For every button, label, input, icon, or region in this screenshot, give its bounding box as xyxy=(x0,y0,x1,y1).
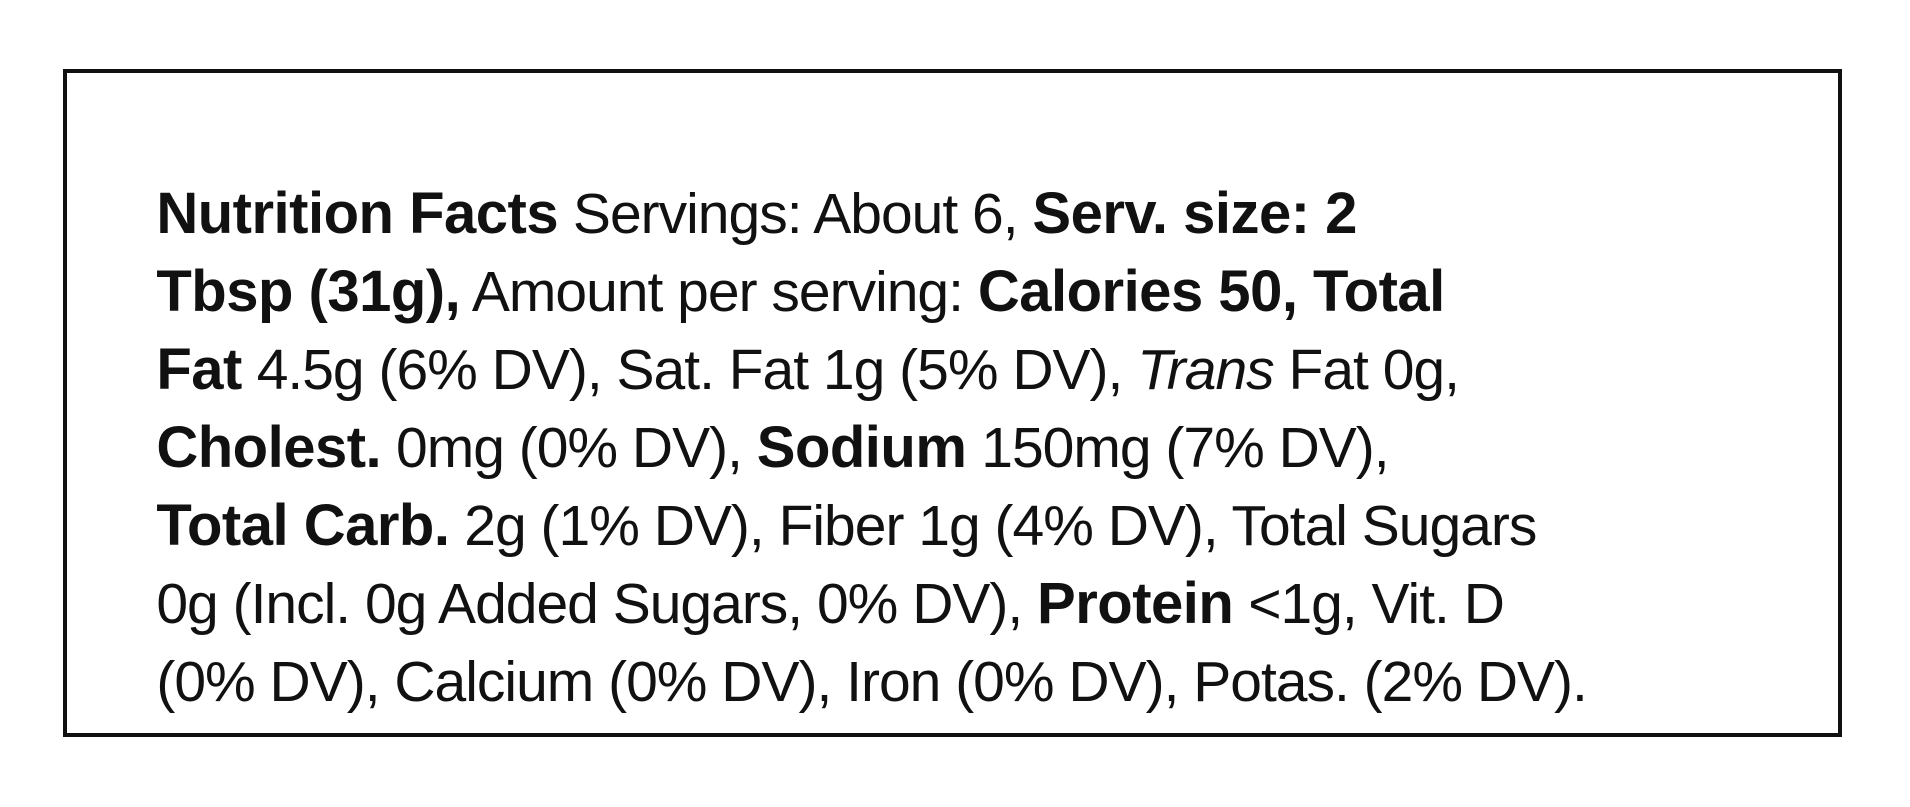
nutrient: Cholest. xyxy=(156,415,382,480)
italic-text: Trans xyxy=(1137,338,1274,402)
nutrient: Fat xyxy=(156,337,242,402)
label-line: (0% DV), Calcium (0% DV), Iron (0% DV), … xyxy=(97,565,1588,714)
heading: Nutrition Facts xyxy=(156,181,559,246)
text: Servings: About 6, xyxy=(558,182,1033,246)
text: Amount per serving: xyxy=(460,260,978,324)
text: 0g (Incl. 0g Added Sugars, 0% DV), xyxy=(156,572,1038,636)
nutrition-label: Nutrition Facts Servings: About 6, Serv.… xyxy=(63,69,1842,737)
text: <1g, Vit. D xyxy=(1233,572,1505,636)
nutrient: Tbsp (31g), xyxy=(156,259,461,324)
nutrient: Protein xyxy=(1037,571,1234,636)
nutrient: Calories 50, Total xyxy=(977,259,1445,324)
nutrient: Sodium xyxy=(756,415,967,480)
text: 2g (1% DV), Fiber 1g (4% DV), Total Suga… xyxy=(449,494,1537,558)
label-line: Cholest. 0mg (0% DV), Sodium 150mg (7% D… xyxy=(97,331,1389,480)
label-line: Tbsp (31g), Amount per serving: Calories… xyxy=(97,175,1445,324)
nutrient: Serv. size: 2 xyxy=(1032,181,1357,246)
label-line: Nutrition Facts Servings: About 6, Serv.… xyxy=(97,97,1357,246)
text: (0% DV), Calcium (0% DV), Iron (0% DV), … xyxy=(156,650,1588,714)
text: 4.5g (6% DV), Sat. Fat 1g (5% DV), xyxy=(241,338,1138,402)
label-line: 0g (Incl. 0g Added Sugars, 0% DV), Prote… xyxy=(97,487,1505,636)
text: 0mg (0% DV), xyxy=(381,416,757,480)
text: 150mg (7% DV), xyxy=(966,416,1389,480)
label-line: Fat 4.5g (6% DV), Sat. Fat 1g (5% DV), T… xyxy=(97,253,1460,402)
nutrient: Total Carb. xyxy=(156,493,450,558)
label-line: Total Carb. 2g (1% DV), Fiber 1g (4% DV)… xyxy=(97,409,1537,558)
text: Fat 0g, xyxy=(1273,338,1460,402)
